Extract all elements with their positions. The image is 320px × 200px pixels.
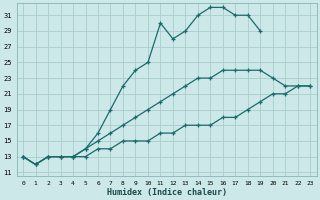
X-axis label: Humidex (Indice chaleur): Humidex (Indice chaleur) bbox=[107, 188, 227, 197]
